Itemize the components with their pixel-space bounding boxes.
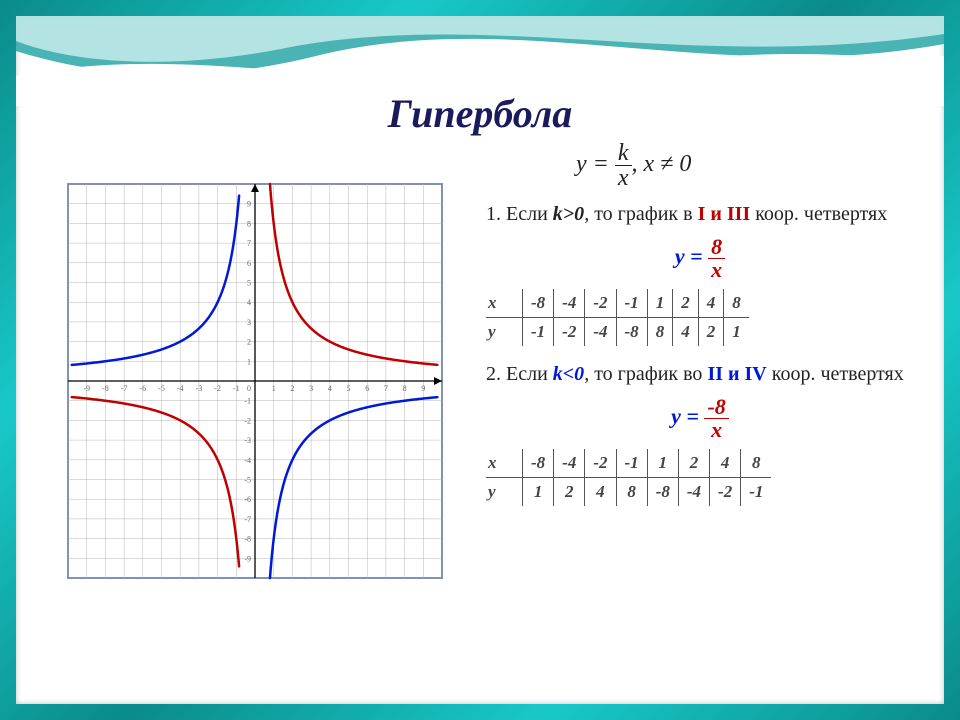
rule1-prefix: Если xyxy=(506,203,553,225)
svg-text:-5: -5 xyxy=(244,476,251,485)
svg-text:8: 8 xyxy=(403,384,407,393)
rule2-prefix: Если xyxy=(506,363,553,385)
formula2-den: x xyxy=(704,419,728,441)
svg-text:1: 1 xyxy=(272,384,276,393)
svg-text:-1: -1 xyxy=(244,397,251,406)
svg-text:-6: -6 xyxy=(139,384,146,393)
svg-text:9: 9 xyxy=(421,384,425,393)
svg-text:7: 7 xyxy=(247,239,251,248)
hyperbola-chart: -9 -8 -7 -6 -5 -4 -3 -2 -1 1 2 3 4 5 6 7 8 9 -9 -8 -7 -6 -5 -4 -… xyxy=(50,166,460,596)
svg-text:-9: -9 xyxy=(244,554,251,563)
formula-2: y = -8 x xyxy=(486,396,914,441)
svg-text:-9: -9 xyxy=(83,384,90,393)
svg-text:-8: -8 xyxy=(244,535,251,544)
formula-den: x xyxy=(615,166,632,190)
formula1-den: x xyxy=(708,259,725,281)
rule2-quads: II и IV xyxy=(707,363,766,385)
rule1-suffix: коор. четвертях xyxy=(750,203,887,225)
value-table-2: x-8-4-2-11248y1248-8-4-2-1 xyxy=(486,449,771,506)
svg-text:3: 3 xyxy=(247,318,251,327)
svg-text:0: 0 xyxy=(247,384,251,393)
formula1-lhs: y = xyxy=(675,244,703,269)
svg-text:6: 6 xyxy=(247,259,251,268)
rule2-k: k<0 xyxy=(553,363,584,385)
svg-text:2: 2 xyxy=(247,338,251,347)
svg-text:4: 4 xyxy=(328,384,332,393)
svg-text:3: 3 xyxy=(309,384,313,393)
svg-text:5: 5 xyxy=(347,384,351,393)
formula-lhs: y xyxy=(576,151,587,177)
svg-text:5: 5 xyxy=(247,279,251,288)
value-table-1: x-8-4-2-11248y-1-2-4-88421 xyxy=(486,289,749,346)
formula-1: y = 8 x xyxy=(486,236,914,281)
svg-text:8: 8 xyxy=(247,219,251,228)
svg-text:-3: -3 xyxy=(196,384,203,393)
rule1-index: 1. xyxy=(486,203,501,225)
svg-text:9: 9 xyxy=(247,200,251,209)
svg-text:6: 6 xyxy=(365,384,369,393)
formula2-frac: -8 x xyxy=(704,396,728,441)
svg-text:4: 4 xyxy=(247,298,251,307)
svg-text:7: 7 xyxy=(384,384,388,393)
formula1-frac: 8 x xyxy=(708,236,725,281)
svg-text:-3: -3 xyxy=(244,436,251,445)
svg-text:-5: -5 xyxy=(158,384,165,393)
svg-text:-4: -4 xyxy=(244,456,251,465)
svg-text:-1: -1 xyxy=(233,384,240,393)
svg-text:2: 2 xyxy=(290,384,294,393)
rule1-k: k>0 xyxy=(553,203,584,225)
rule1-mid: , то график в xyxy=(584,203,697,225)
rule1-quads: I и III xyxy=(698,203,751,225)
svg-text:-7: -7 xyxy=(244,515,251,524)
formula-cond: x ≠ 0 xyxy=(644,151,692,177)
svg-text:-4: -4 xyxy=(177,384,184,393)
formula2-lhs: y = xyxy=(671,404,699,429)
rule2-index: 2. xyxy=(486,363,501,385)
rule2-mid: , то график во xyxy=(584,363,707,385)
formula2-num: -8 xyxy=(704,396,728,419)
svg-text:-2: -2 xyxy=(244,416,251,425)
chart-svg: -9 -8 -7 -6 -5 -4 -3 -2 -1 1 2 3 4 5 6 7 8 9 -9 -8 -7 -6 -5 -4 -… xyxy=(50,166,460,596)
formula-num: k xyxy=(615,141,632,166)
main-formula: y = k x , x ≠ 0 xyxy=(486,141,914,190)
rule-2: 2. Если k<0, то график во II и IV коор. … xyxy=(486,360,914,388)
rule2-suffix: коор. четвертях xyxy=(767,363,904,385)
slide-inner: Гипербола -9-8-7-6-5-4-3-2-1123456789-9-… xyxy=(16,16,944,704)
formula-fraction: k x xyxy=(615,141,632,190)
svg-text:-7: -7 xyxy=(121,384,128,393)
svg-text:-8: -8 xyxy=(102,384,109,393)
svg-text:-6: -6 xyxy=(244,495,251,504)
page-title: Гипербола xyxy=(16,90,944,137)
right-content: y = k x , x ≠ 0 1. Если k>0, то график в… xyxy=(486,141,914,520)
svg-text:-2: -2 xyxy=(214,384,221,393)
rule-1: 1. Если k>0, то график в I и III коор. ч… xyxy=(486,200,914,228)
formula1-num: 8 xyxy=(708,236,725,259)
svg-text:1: 1 xyxy=(247,357,251,366)
